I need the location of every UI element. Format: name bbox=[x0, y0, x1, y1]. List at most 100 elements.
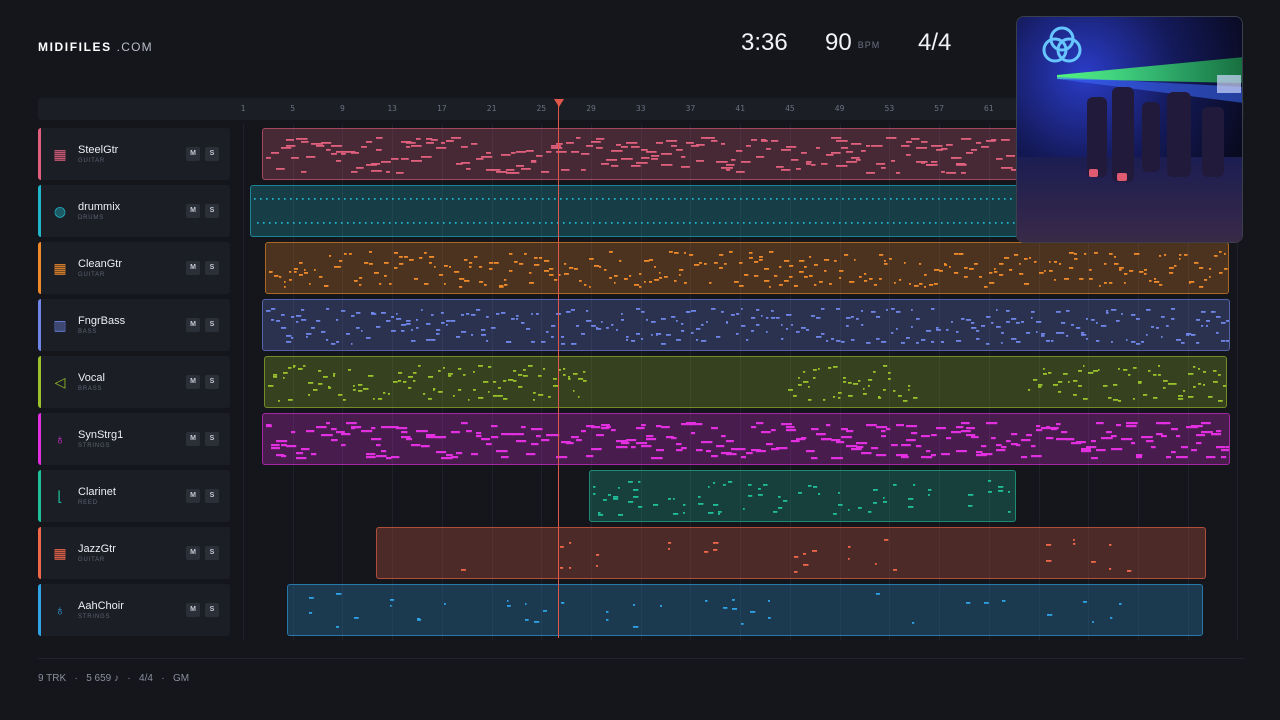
note bbox=[881, 435, 887, 438]
note bbox=[296, 457, 307, 460]
clip-drummix[interactable] bbox=[250, 185, 1018, 237]
note bbox=[428, 198, 430, 200]
solo-button[interactable]: S bbox=[205, 603, 219, 617]
track-header-cleangtr[interactable]: ▦ CleanGtr GUITAR M S bbox=[38, 242, 230, 294]
ruler-tick: 9 bbox=[340, 104, 345, 113]
solo-button[interactable]: S bbox=[205, 318, 219, 332]
grid-line bbox=[640, 124, 642, 640]
note bbox=[351, 343, 353, 345]
note bbox=[791, 324, 794, 326]
clip-clarinet[interactable] bbox=[589, 470, 1016, 522]
note bbox=[631, 446, 636, 449]
note bbox=[713, 549, 718, 551]
note bbox=[473, 222, 475, 224]
note bbox=[619, 260, 622, 262]
note bbox=[291, 337, 294, 339]
note bbox=[417, 619, 422, 621]
playhead-line[interactable] bbox=[558, 104, 559, 638]
mute-button[interactable]: M bbox=[186, 489, 200, 503]
note bbox=[1011, 338, 1017, 340]
note bbox=[578, 198, 580, 200]
clip-jazzgtr[interactable] bbox=[376, 527, 1206, 579]
arrangement-grid[interactable] bbox=[238, 124, 1244, 640]
bass-icon: ▥ bbox=[53, 317, 67, 333]
note bbox=[808, 485, 812, 487]
note bbox=[524, 198, 526, 200]
note bbox=[613, 496, 619, 498]
note bbox=[569, 567, 572, 569]
note bbox=[433, 389, 435, 391]
timeline-ruler[interactable]: 1 5 9 13 17 21 25 29 33 37 41 45 49 53 57 61 bbox=[38, 98, 1244, 120]
note bbox=[691, 423, 703, 426]
footer-sep: · bbox=[74, 673, 78, 684]
note bbox=[304, 272, 308, 274]
note bbox=[839, 277, 842, 279]
note bbox=[536, 313, 539, 315]
clip-cleangtr[interactable] bbox=[265, 242, 1229, 294]
note bbox=[923, 222, 925, 224]
solo-button[interactable]: S bbox=[205, 204, 219, 218]
solo-button[interactable]: S bbox=[205, 489, 219, 503]
note bbox=[471, 334, 474, 336]
note bbox=[428, 398, 432, 400]
note bbox=[1078, 370, 1082, 372]
clip-vocal[interactable] bbox=[264, 356, 1227, 408]
solo-button[interactable]: S bbox=[205, 432, 219, 446]
track-header-clarinet[interactable]: ⌊ Clarinet REED M S bbox=[38, 470, 230, 522]
track-header-steelgtr[interactable]: ▦ SteelGtr GUITAR M S bbox=[38, 128, 230, 180]
solo-button[interactable]: S bbox=[205, 546, 219, 560]
note bbox=[646, 151, 657, 153]
playhead-marker[interactable] bbox=[554, 99, 564, 107]
track-header-fngrbass[interactable]: ▥ FngrBass BASS M S bbox=[38, 299, 230, 351]
track-header-jazzgtr[interactable]: ▦ JazzGtr GUITAR M S bbox=[38, 527, 230, 579]
mute-button[interactable]: M bbox=[186, 204, 200, 218]
note bbox=[351, 152, 359, 154]
mute-button[interactable]: M bbox=[186, 261, 200, 275]
mute-button[interactable]: M bbox=[186, 432, 200, 446]
clip-aahchoir[interactable] bbox=[287, 584, 1203, 636]
note bbox=[1219, 272, 1223, 274]
note bbox=[1002, 600, 1006, 602]
note bbox=[692, 198, 694, 200]
track-header-vocal[interactable]: ◁ Vocal BRASS M S bbox=[38, 356, 230, 408]
mute-button[interactable]: M bbox=[186, 603, 200, 617]
footer-divider bbox=[38, 658, 1244, 659]
solo-button[interactable]: S bbox=[205, 147, 219, 161]
track-header-aahchoir[interactable]: ♁ AahChoir STRINGS M S bbox=[38, 584, 230, 636]
note bbox=[731, 159, 736, 161]
note bbox=[811, 315, 816, 317]
note bbox=[913, 484, 916, 486]
note bbox=[466, 168, 471, 170]
note bbox=[566, 198, 568, 200]
note bbox=[1173, 383, 1177, 385]
clip-steelgtr[interactable] bbox=[262, 128, 1018, 180]
note bbox=[893, 484, 897, 486]
mute-button[interactable]: M bbox=[186, 318, 200, 332]
clip-fngrbass[interactable] bbox=[262, 299, 1230, 351]
note bbox=[1036, 331, 1038, 333]
track-header-drummix[interactable]: ◍ drummix DRUMS M S bbox=[38, 185, 230, 237]
note bbox=[596, 434, 604, 437]
clip-synstrg1[interactable] bbox=[262, 413, 1230, 465]
note bbox=[962, 198, 964, 200]
mute-button[interactable]: M bbox=[186, 375, 200, 389]
note bbox=[599, 222, 601, 224]
note bbox=[902, 198, 904, 200]
footer-note-count: 5 659 ♪ bbox=[86, 673, 120, 684]
note bbox=[426, 142, 434, 144]
note bbox=[681, 166, 690, 168]
note bbox=[456, 336, 461, 338]
mute-button[interactable]: M bbox=[186, 546, 200, 560]
note bbox=[833, 396, 836, 398]
note bbox=[1198, 368, 1201, 370]
solo-button[interactable]: S bbox=[205, 261, 219, 275]
solo-button[interactable]: S bbox=[205, 375, 219, 389]
note bbox=[628, 501, 634, 503]
note bbox=[1161, 435, 1167, 438]
track-header-synstrg1[interactable]: ♁ SynStrg1 STRINGS M S bbox=[38, 413, 230, 465]
note bbox=[716, 198, 718, 200]
mute-button[interactable]: M bbox=[186, 147, 200, 161]
note bbox=[408, 387, 412, 389]
note bbox=[1189, 282, 1191, 284]
video-thumbnail[interactable] bbox=[1016, 16, 1243, 243]
